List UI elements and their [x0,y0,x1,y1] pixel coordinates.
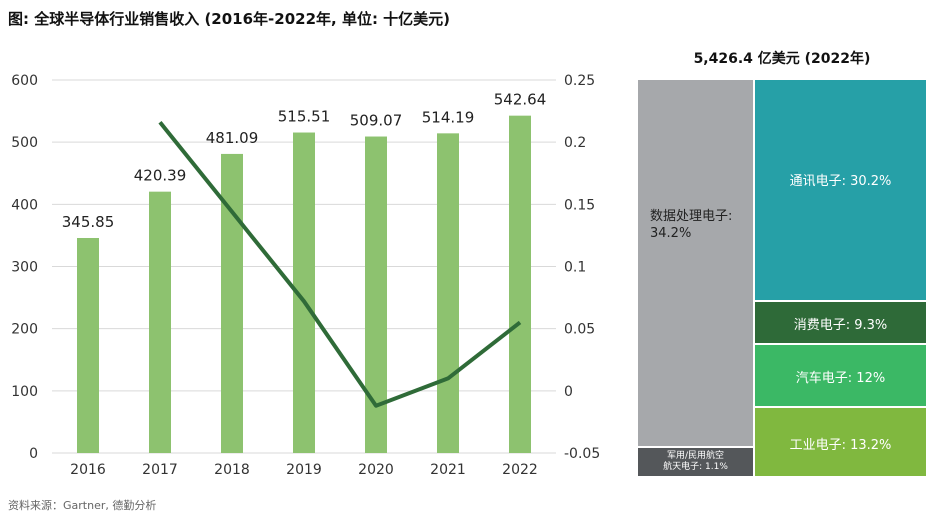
right-axis-tick-label: 0.1 [564,260,586,276]
treemap-industrial-label: 工业电子: 13.2% [789,438,892,453]
left-axis-tick-label: 300 [11,260,38,276]
treemap-automotive: 汽车电子: 12% [755,345,926,406]
left-axis-tick-label: 100 [11,384,38,400]
bar [365,136,387,454]
x-axis-tick-label: 2017 [142,462,178,478]
page-title: 图: 全球半导体行业销售收入 (2016年-2022年, 单位: 十亿美元) [8,10,451,28]
treemap-communications: 通讯电子: 30.2% [755,80,926,300]
treemap-industrial: 工业电子: 13.2% [755,408,926,476]
growth-line-series [158,121,522,408]
bar [77,237,99,453]
bar-series [77,115,531,454]
treemap-data-processing: 数据处理电子: 34.2% [638,80,753,446]
bar [509,115,531,453]
bar-data-label: 514.19 [422,108,475,126]
x-axis-tick-label: 2018 [214,462,250,478]
right-axis-tick-label: 0 [564,384,573,400]
bar-data-label: 345.85 [62,213,115,231]
left-axis-ticks: 0 100 200 300 400 500 600 [11,73,38,462]
left-axis-tick-label: 0 [29,446,38,462]
bar [437,133,459,453]
right-axis-ticks: -0.05 0 0.05 0.1 0.15 0.2 0.25 [564,73,600,462]
x-axis-tick-label: 2022 [502,462,538,478]
treemap-aerospace: 军用/民用航空 航天电子: 1.1% [638,448,753,476]
left-axis-tick-label: 600 [11,73,38,89]
bar-data-label: 509.07 [350,112,403,130]
x-axis-tick-label: 2016 [70,462,106,478]
x-axis-tick-label: 2020 [358,462,394,478]
bar-data-label: 481.09 [206,129,259,147]
treemap-aerospace-label-2: 航天电子: 1.1% [663,462,728,472]
treemap-communications-label: 通讯电子: 30.2% [789,174,892,189]
right-axis-tick-label: 0.25 [564,73,595,89]
growth-line [158,121,522,408]
left-axis-tick-label: 400 [11,197,38,213]
treemap-data-processing-label: 数据处理电子: [650,209,733,224]
right-axis-tick-label: -0.05 [564,446,600,462]
left-axis-tick-label: 200 [11,322,38,338]
treemap-automotive-label: 汽车电子: 12% [795,371,886,386]
treemap-data-processing-value: 34.2% [650,226,692,241]
bar [221,153,243,454]
bar-data-label: 542.64 [494,91,547,109]
right-axis-tick-label: 0.15 [564,197,595,213]
treemap-consumer: 消费电子: 9.3% [755,302,926,343]
source-note: 资料来源：Gartner, 德勤分析 [8,499,157,512]
bar [149,191,171,454]
bar [293,132,315,454]
x-axis-ticks: 2016 2017 2018 2019 2020 2021 2022 [70,462,538,478]
left-axis-tick-label: 500 [11,135,38,151]
treemap-consumer-label: 消费电子: 9.3% [793,318,888,333]
x-axis-tick-label: 2021 [430,462,466,478]
right-axis-tick-label: 0.2 [564,135,586,151]
treemap-title: 5,426.4 亿美元 (2022年) [693,51,871,67]
x-axis-tick-label: 2019 [286,462,322,478]
treemap-aerospace-label: 军用/民用航空 [666,451,725,461]
bar-data-labels: 345.85 420.39 481.09 515.51 509.07 514.19 542.… [62,91,547,231]
bar-data-label: 515.51 [278,108,331,126]
bar-data-label: 420.39 [134,167,187,185]
right-axis-tick-label: 0.05 [564,322,595,338]
